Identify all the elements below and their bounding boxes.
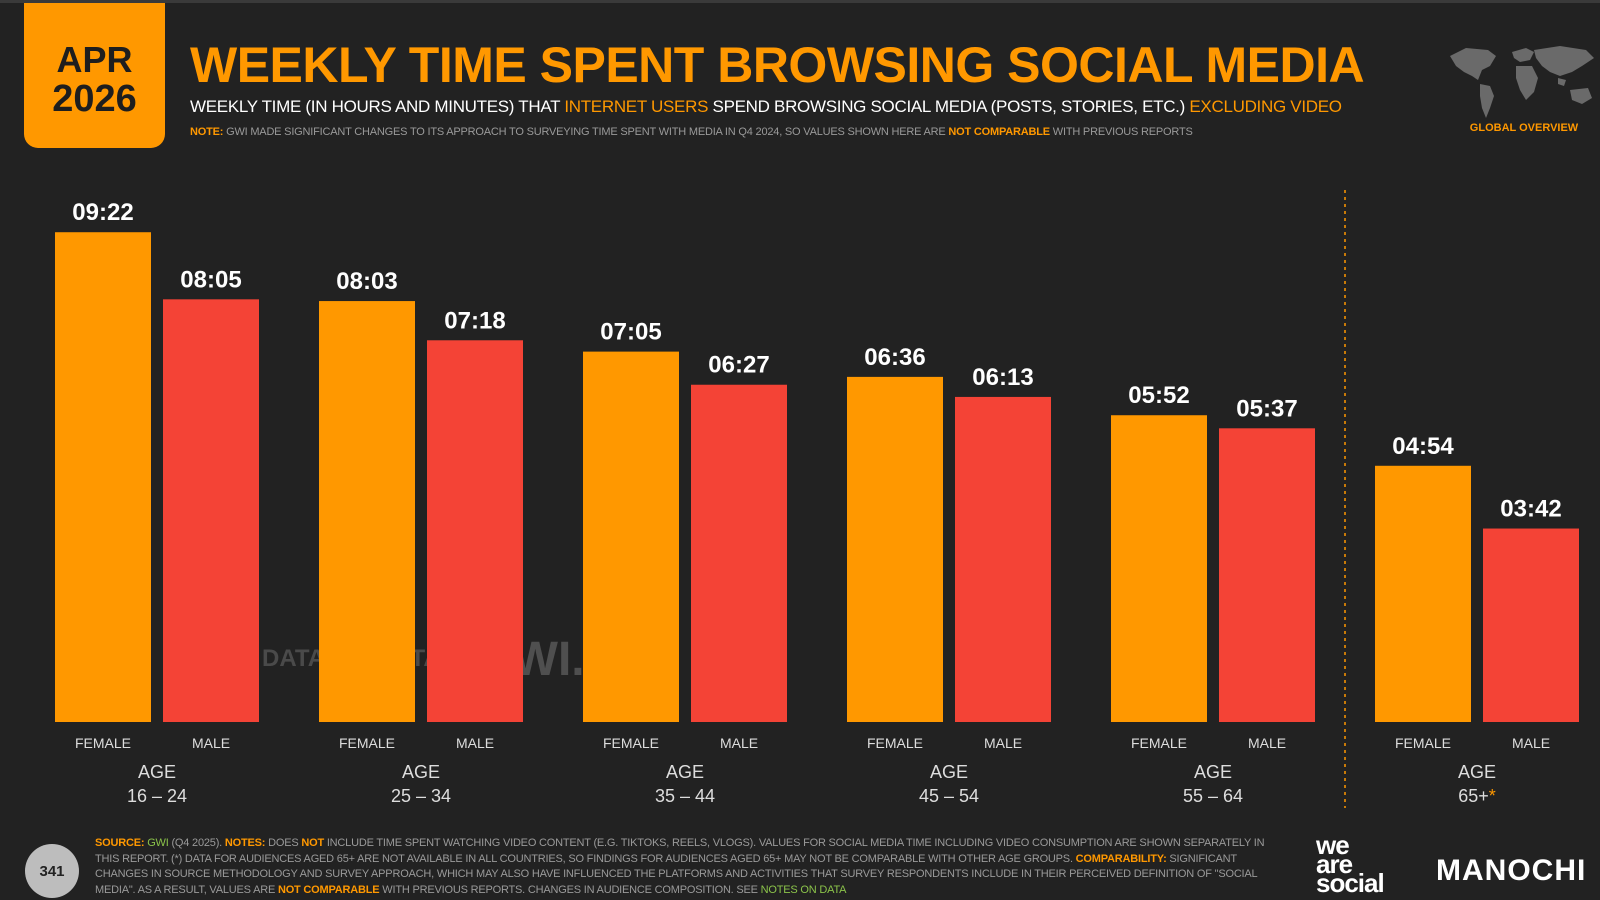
logo-line-1: we xyxy=(1316,830,1350,860)
subtitle-text: WEEKLY TIME (IN HOURS AND MINUTES) THAT xyxy=(190,97,565,116)
region-label: GLOBAL OVERVIEW xyxy=(1469,122,1579,134)
notes-text: DOES xyxy=(265,837,302,849)
value-label-male-6: 03:42 xyxy=(1500,496,1561,523)
comparability-text-2: WITH PREVIOUS REPORTS. CHANGES IN AUDIEN… xyxy=(379,883,761,896)
notes-not: NOT xyxy=(301,837,324,849)
notes-text-2: INCLUDE TIME SPENT WATCHING VIDEO CONTEN… xyxy=(95,837,1265,865)
bar-male-4 xyxy=(955,396,1051,722)
value-label-female-4: 06:36 xyxy=(864,344,925,371)
category-label-female-1: FEMALE xyxy=(75,735,131,751)
category-label-male-3: MALE xyxy=(720,735,758,751)
comparability-text: SIGNIFICANT CHANGES IN SOURCE METHODOLOG… xyxy=(95,852,1258,896)
value-label-female-3: 07:05 xyxy=(600,319,661,346)
source-date: (Q4 2025). xyxy=(168,837,225,849)
world-map-icon xyxy=(1450,46,1594,118)
subtitle-highlight-excluding-video: EXCLUDING VIDEO xyxy=(1189,97,1342,116)
bar-female-5 xyxy=(1111,415,1207,722)
age-range-1: 16 – 24 xyxy=(127,786,187,806)
bar-male-2 xyxy=(427,340,523,722)
value-label-male-3: 06:27 xyxy=(708,352,769,379)
logo-line-2: are xyxy=(1316,849,1353,879)
age-footnote-marker: * xyxy=(1489,786,1496,806)
category-label-male-4: MALE xyxy=(984,735,1022,751)
note-text: GWI MADE SIGNIFICANT CHANGES TO ITS APPR… xyxy=(223,126,949,138)
value-label-male-1: 08:05 xyxy=(180,266,241,293)
note-text-2: WITH PREVIOUS REPORTS xyxy=(1049,126,1193,138)
bar-male-3 xyxy=(691,384,787,722)
page-subtitle: WEEKLY TIME (IN HOURS AND MINUTES) THAT … xyxy=(190,97,1342,117)
age-label-6: AGE xyxy=(1458,762,1496,782)
methodology-note: NOTE: GWI MADE SIGNIFICANT CHANGES TO IT… xyxy=(190,126,1193,138)
age-label-5: AGE xyxy=(1194,762,1232,782)
age-label-2: AGE xyxy=(402,762,440,782)
notes-on-data-link[interactable]: NOTES ON DATA xyxy=(760,883,847,896)
value-label-female-2: 08:03 xyxy=(336,268,397,295)
subtitle-text-2: SPEND BROWSING SOCIAL MEDIA (POSTS, STOR… xyxy=(708,97,1190,116)
age-label-4: AGE xyxy=(930,762,968,782)
age-range-3: 35 – 44 xyxy=(655,786,715,806)
bar-female-6 xyxy=(1375,465,1471,722)
age-range-6: 65+* xyxy=(1458,786,1496,806)
category-label-female-5: FEMALE xyxy=(1131,735,1187,751)
bar-female-2 xyxy=(319,301,415,722)
bar-female-3 xyxy=(583,351,679,722)
page-title: WEEKLY TIME SPENT BROWSING SOCIAL MEDIA xyxy=(190,37,1365,93)
age-range-4: 45 – 54 xyxy=(919,786,979,806)
bar-male-1 xyxy=(163,299,259,722)
value-label-female-1: 09:22 xyxy=(72,199,133,226)
category-label-male-6: MALE xyxy=(1512,735,1550,751)
age-label-3: AGE xyxy=(666,762,704,782)
we-are-social-logo: we are social xyxy=(1316,830,1385,898)
category-label-male-5: MALE xyxy=(1248,735,1286,751)
category-label-female-2: FEMALE xyxy=(339,735,395,751)
value-label-male-5: 05:37 xyxy=(1236,395,1297,422)
subtitle-highlight-internet-users: INTERNET USERS xyxy=(564,97,709,116)
not-comparable: NOT COMPARABLE xyxy=(277,883,380,896)
bar-female-1 xyxy=(55,232,151,723)
source-gwi: GWI xyxy=(147,837,169,849)
note-label: NOTE: xyxy=(190,126,224,138)
age-range-2: 25 – 34 xyxy=(391,786,451,806)
date-month: APR xyxy=(56,39,133,80)
value-label-male-4: 06:13 xyxy=(972,364,1033,391)
footer-notes: SOURCE: GWI (Q4 2025). NOTES: DOES NOT I… xyxy=(95,836,1275,898)
category-label-male-2: MALE xyxy=(456,735,494,751)
comparability-label: COMPARABILITY: xyxy=(1075,852,1167,865)
category-label-male-1: MALE xyxy=(192,735,230,751)
date-year: 2026 xyxy=(52,78,137,120)
manochi-logo: MANOCHI xyxy=(1436,854,1587,887)
value-label-female-6: 04:54 xyxy=(1392,433,1454,460)
value-label-male-2: 07:18 xyxy=(444,307,505,334)
note-highlight: NOT COMPARABLE xyxy=(948,126,1050,138)
category-label-female-4: FEMALE xyxy=(867,735,923,751)
source-label: SOURCE: xyxy=(95,837,145,849)
date-badge: APR 2026 xyxy=(24,3,165,148)
category-label-female-6: FEMALE xyxy=(1395,735,1451,751)
logo-line-3: social xyxy=(1316,868,1385,898)
page-number: 341 xyxy=(25,844,79,898)
bar-male-5 xyxy=(1219,428,1315,722)
notes-label: NOTES: xyxy=(224,837,266,849)
top-border xyxy=(0,0,1600,3)
bar-male-6 xyxy=(1483,528,1579,722)
category-label-female-3: FEMALE xyxy=(603,735,659,751)
value-label-female-5: 05:52 xyxy=(1128,382,1189,409)
bar-female-4 xyxy=(847,376,943,722)
age-range-5: 55 – 64 xyxy=(1183,786,1243,806)
age-label-1: AGE xyxy=(138,762,176,782)
